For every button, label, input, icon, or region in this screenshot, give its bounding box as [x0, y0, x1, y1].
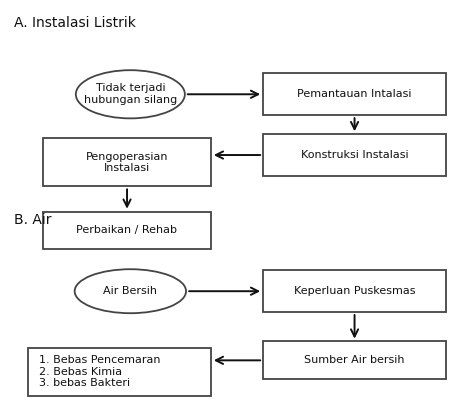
FancyBboxPatch shape	[263, 134, 446, 176]
FancyBboxPatch shape	[43, 138, 211, 186]
FancyBboxPatch shape	[263, 73, 446, 115]
Text: B. Air: B. Air	[14, 213, 52, 227]
Text: Perbaikan / Rehab: Perbaikan / Rehab	[76, 225, 177, 235]
FancyBboxPatch shape	[43, 212, 211, 249]
FancyBboxPatch shape	[263, 341, 446, 379]
FancyBboxPatch shape	[28, 348, 211, 396]
Text: Keperluan Puskesmas: Keperluan Puskesmas	[293, 286, 415, 296]
Text: Tidak terjadi
hubungan silang: Tidak terjadi hubungan silang	[84, 83, 177, 105]
Text: 1. Bebas Pencemaran
2. Bebas Kimia
3. bebas Bakteri: 1. Bebas Pencemaran 2. Bebas Kimia 3. be…	[39, 355, 160, 388]
Text: Pemantauan Intalasi: Pemantauan Intalasi	[297, 89, 411, 99]
Text: Sumber Air bersih: Sumber Air bersih	[304, 355, 405, 365]
Text: Air Bersih: Air Bersih	[103, 286, 157, 296]
Text: Konstruksi Instalasi: Konstruksi Instalasi	[301, 150, 408, 160]
Text: Pengoperasian
Instalasi: Pengoperasian Instalasi	[85, 152, 168, 173]
Text: A. Instalasi Listrik: A. Instalasi Listrik	[14, 16, 136, 30]
FancyBboxPatch shape	[263, 270, 446, 312]
